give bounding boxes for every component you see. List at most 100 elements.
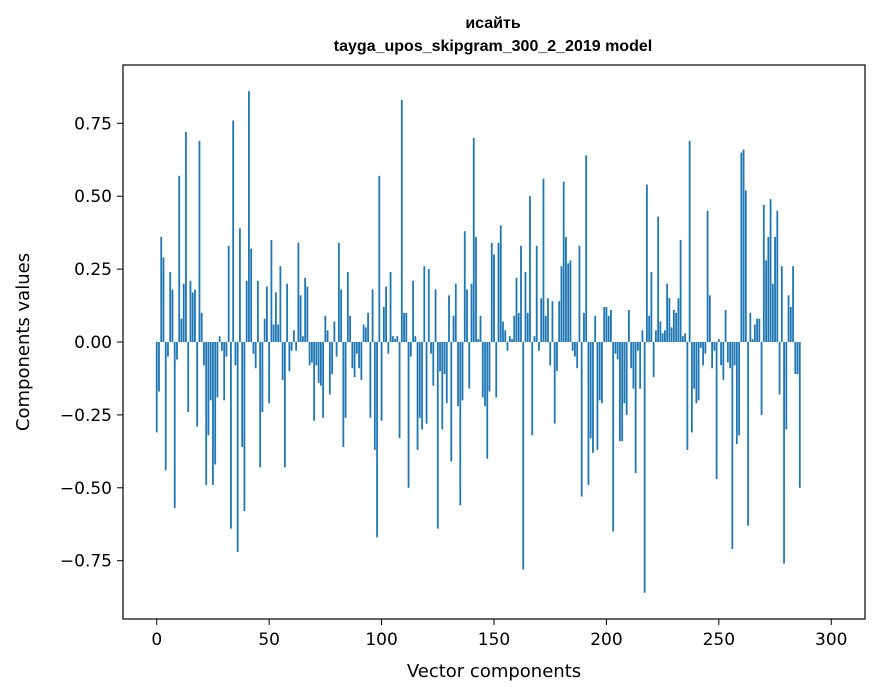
bar — [531, 342, 534, 436]
bar — [355, 342, 358, 354]
bar — [239, 228, 241, 342]
bar — [688, 140, 691, 342]
bar — [533, 336, 536, 342]
bar — [652, 342, 655, 377]
bar — [299, 295, 302, 342]
y-axis-ticks: −0.75 −0.50 −0.25 0.00 0.25 0.50 0.75 — [60, 114, 123, 572]
bar — [301, 336, 304, 342]
bar — [173, 342, 176, 509]
bar — [702, 342, 705, 366]
bar — [223, 342, 226, 401]
bar — [450, 342, 453, 462]
bar — [607, 315, 610, 342]
bar — [158, 342, 160, 392]
x-axis-ticks: 0 50 100 150 200 250 300 — [151, 619, 847, 650]
y-tick-label: 0.75 — [74, 114, 112, 134]
bar — [547, 298, 549, 342]
bar — [558, 301, 561, 342]
bar — [405, 312, 408, 342]
bar — [317, 342, 320, 383]
bar — [650, 272, 653, 342]
bar — [756, 318, 758, 342]
bar — [603, 307, 606, 342]
bar — [616, 342, 619, 360]
bar — [331, 342, 334, 375]
bar — [679, 239, 682, 342]
bar — [477, 339, 480, 342]
bar — [675, 312, 678, 342]
bar — [792, 266, 794, 342]
bar — [783, 342, 785, 564]
bar — [230, 342, 232, 529]
bar — [290, 342, 293, 351]
bar — [227, 245, 230, 342]
bar — [436, 342, 439, 529]
bar — [798, 342, 801, 488]
bar — [268, 342, 271, 404]
bar — [502, 321, 504, 342]
bar — [407, 342, 410, 488]
x-tick-label: 200 — [590, 630, 622, 650]
bar — [490, 242, 493, 342]
x-tick-label: 50 — [258, 630, 280, 650]
bar — [720, 342, 722, 366]
bar — [506, 342, 509, 351]
bar — [738, 342, 740, 436]
bar — [659, 321, 662, 342]
bar — [463, 231, 466, 342]
bar — [753, 324, 756, 342]
bar — [479, 315, 482, 342]
bar — [340, 289, 343, 342]
bar — [169, 272, 172, 342]
bar — [349, 315, 351, 342]
bar — [414, 336, 417, 342]
bar — [695, 342, 698, 404]
bar — [272, 324, 275, 342]
bar — [468, 342, 471, 389]
bar — [266, 286, 268, 342]
bar — [497, 242, 500, 342]
bar — [279, 266, 282, 342]
bar — [628, 309, 630, 342]
bar — [274, 292, 277, 342]
bar — [787, 295, 790, 342]
bar — [744, 190, 747, 342]
bar — [378, 175, 381, 342]
bar — [362, 324, 365, 342]
bar — [767, 237, 770, 342]
bar — [632, 342, 635, 389]
bar — [529, 196, 531, 342]
bar — [430, 342, 432, 354]
bar — [351, 342, 354, 369]
bar — [324, 315, 327, 342]
bar — [630, 342, 633, 369]
bar — [360, 342, 363, 380]
y-axis-label: Components values — [13, 253, 34, 431]
bar — [400, 99, 403, 342]
x-tick-label: 300 — [815, 630, 847, 650]
bar — [209, 342, 212, 401]
bar — [218, 336, 221, 342]
bar — [522, 342, 525, 570]
bar — [614, 342, 617, 354]
bar — [524, 272, 527, 342]
bar — [733, 342, 736, 366]
bar — [191, 292, 194, 342]
bar — [472, 137, 475, 342]
bar — [403, 312, 405, 342]
bar — [587, 342, 590, 485]
bar — [596, 342, 599, 450]
bar — [257, 280, 259, 342]
bar — [643, 342, 646, 593]
bar — [221, 342, 223, 351]
bar — [225, 342, 228, 357]
bar — [454, 283, 457, 342]
bar — [645, 184, 648, 342]
bar — [556, 342, 558, 372]
bar — [245, 280, 248, 342]
bar — [369, 342, 372, 418]
bar — [740, 152, 743, 342]
bar — [774, 237, 776, 342]
bar — [310, 342, 313, 363]
bar — [598, 342, 601, 401]
